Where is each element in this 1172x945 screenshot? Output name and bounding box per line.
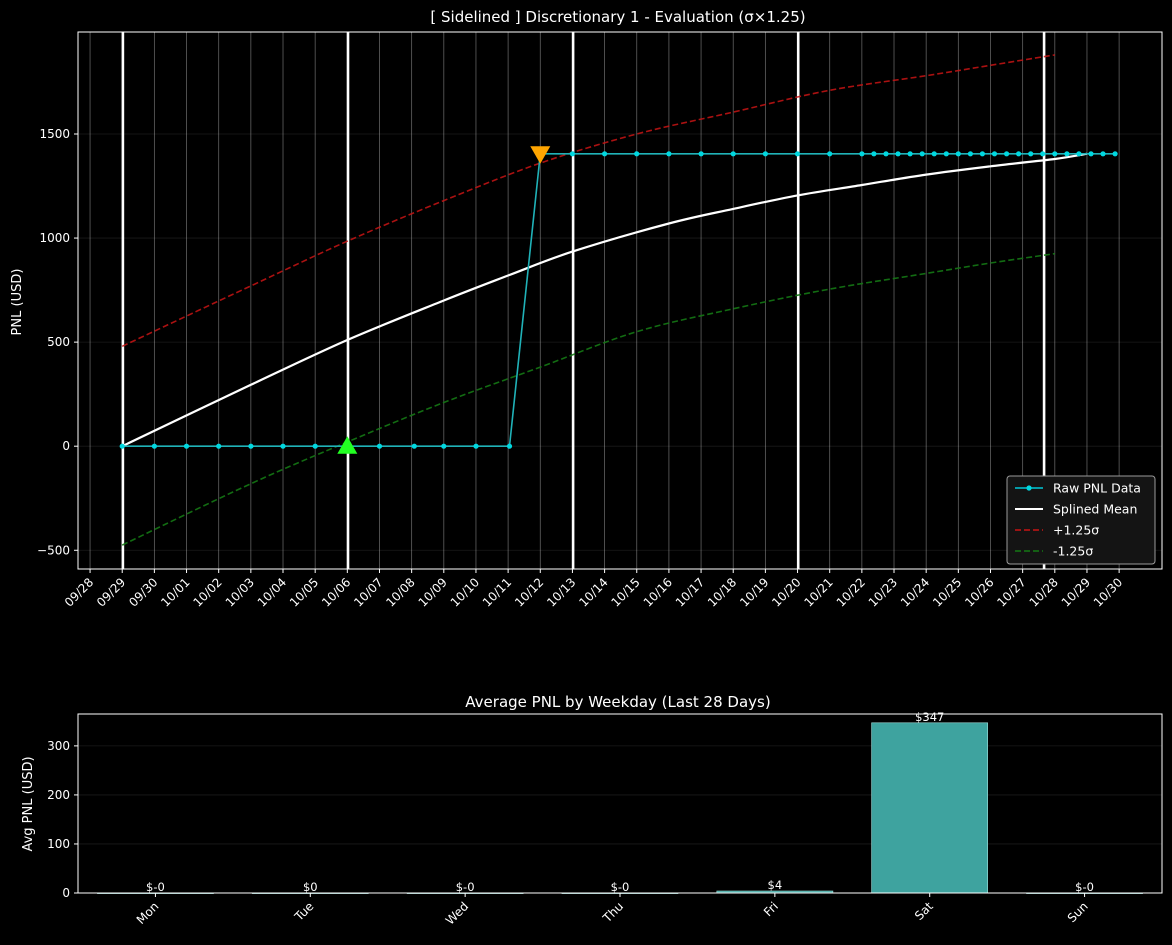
entry-marker-icon — [337, 436, 358, 454]
legend-entry-minus-sigma: -1.25σ — [1015, 544, 1093, 559]
bar-value-label: $-0 — [611, 880, 630, 894]
raw-pnl-point — [859, 151, 865, 157]
y-tick-label: 1500 — [39, 127, 70, 141]
legend-label: -1.25σ — [1053, 544, 1093, 559]
legend-entry-raw: Raw PNL Data — [1015, 481, 1141, 496]
raw-pnl-point — [955, 151, 961, 157]
bar-value-label: $-0 — [146, 880, 165, 894]
legend-label: +1.25σ — [1053, 523, 1099, 538]
raw-pnl-point — [248, 443, 254, 449]
raw-pnl-point — [919, 151, 925, 157]
series-minus-sigma — [121, 252, 1055, 546]
series-plus-sigma — [121, 54, 1055, 348]
raw-pnl-point — [967, 151, 974, 157]
raw-pnl-point — [1040, 151, 1046, 157]
bar-value-label: $-0 — [456, 880, 475, 894]
y-tick-label: 1000 — [39, 231, 70, 245]
raw-pnl-point — [376, 443, 383, 449]
legend-entry-plus-sigma: +1.25σ — [1015, 523, 1099, 538]
raw-pnl-point — [931, 151, 937, 157]
y-tick-label: 100 — [47, 837, 70, 851]
legend-box — [1006, 475, 1156, 565]
raw-pnl-point — [473, 443, 479, 449]
y-tick-label: 0 — [62, 886, 70, 900]
y-tick-label: 300 — [47, 739, 70, 753]
raw-pnl-point — [634, 151, 640, 157]
raw-pnl-point — [730, 151, 736, 157]
raw-pnl-point — [1052, 151, 1058, 157]
bar-value-label: $-0 — [1075, 880, 1094, 894]
trade-markers — [337, 146, 551, 454]
raw-pnl-point — [698, 151, 704, 157]
series-lines — [119, 54, 1118, 546]
raw-pnl-point — [666, 151, 672, 157]
raw-pnl-point — [883, 151, 889, 157]
raw-pnl-point — [1016, 151, 1022, 157]
raw-pnl-point — [602, 151, 608, 157]
plot-frame — [77, 31, 1163, 570]
bar-value-label: $0 — [303, 880, 318, 894]
legend-label: Raw PNL Data — [1053, 481, 1141, 496]
raw-pnl-point — [183, 443, 190, 449]
raw-pnl-point — [871, 151, 877, 157]
raw-pnl-point — [827, 151, 833, 157]
y-tick-label: −500 — [37, 543, 70, 557]
raw-pnl-point — [907, 151, 913, 157]
legend-label: Splined Mean — [1053, 502, 1137, 517]
week-lines — [121, 32, 1046, 569]
weekday-pnl-chart: Average PNL by Weekday (Last 28 Days) Av… — [21, 693, 1163, 928]
series-splined-mean — [121, 152, 1088, 448]
legend-entry-mean: Splined Mean — [1015, 502, 1137, 517]
raw-pnl-point — [1028, 151, 1034, 157]
bar-value-labels: $-0 $0 $-0 $-0 $4 $347 $-0 — [146, 710, 1094, 894]
raw-pnl-point — [280, 443, 286, 449]
raw-pnl-point — [411, 443, 417, 449]
raw-pnl-point — [943, 151, 949, 157]
raw-pnl-point — [506, 443, 513, 449]
raw-pnl-point — [895, 151, 901, 157]
y-tick-label: 200 — [47, 788, 70, 802]
raw-pnl-point — [794, 151, 801, 157]
raw-pnl-point — [1004, 151, 1010, 157]
y-ticks: 0 100 200 300 — [47, 739, 78, 900]
raw-pnl-point — [1064, 151, 1070, 157]
chart-title: [ Sidelined ] Discretionary 1 - Evaluati… — [430, 8, 805, 26]
raw-pnl-point — [1112, 151, 1118, 157]
raw-pnl-point — [1088, 151, 1094, 157]
raw-pnl-point — [569, 151, 576, 157]
bars — [97, 722, 1143, 894]
raw-pnl-point — [762, 151, 769, 157]
bar-value-label: $347 — [915, 710, 944, 724]
raw-pnl-point — [119, 443, 125, 449]
raw-pnl-point — [151, 443, 157, 449]
bar — [871, 722, 988, 894]
raw-pnl-point — [312, 443, 318, 449]
y-axis-label: Avg PNL (USD) — [21, 756, 36, 851]
y-tick-label: 500 — [47, 335, 70, 349]
legend: Raw PNL Data Splined Mean +1.25σ -1.25σ — [1006, 475, 1156, 565]
bar-value-label: $4 — [768, 878, 783, 892]
chart-title: Average PNL by Weekday (Last 28 Days) — [465, 693, 770, 711]
raw-pnl-point — [441, 443, 447, 449]
raw-pnl-point — [1100, 151, 1106, 157]
y-tick-label: 0 — [62, 439, 70, 453]
raw-pnl-point — [979, 151, 986, 157]
y-axis-label: PNL (USD) — [10, 269, 25, 336]
raw-pnl-point — [991, 151, 998, 157]
y-ticks: −500 0 500 1000 1500 — [37, 127, 78, 557]
raw-pnl-point — [216, 443, 222, 449]
exit-marker-icon — [530, 146, 551, 164]
raw-pnl-point — [1076, 151, 1082, 157]
